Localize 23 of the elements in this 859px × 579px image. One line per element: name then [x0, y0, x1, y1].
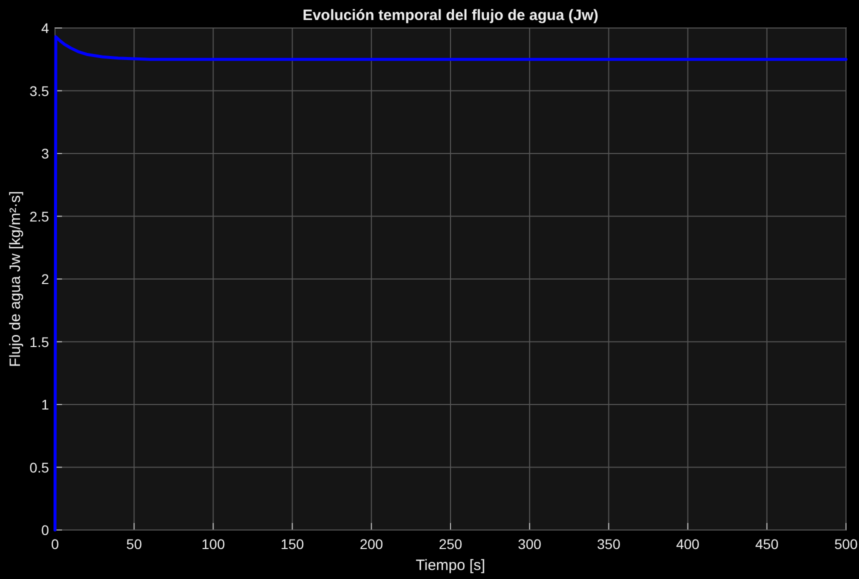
y-tick-label: 4 [41, 20, 50, 36]
y-tick-label: 1 [41, 396, 50, 412]
x-tick-label: 50 [126, 536, 142, 552]
x-tick-label: 200 [360, 536, 384, 552]
y-tick-label: 2.5 [30, 208, 50, 224]
x-tick-label: 100 [202, 536, 226, 552]
x-tick-label: 150 [280, 536, 304, 552]
x-tick-label: 500 [834, 536, 858, 552]
y-tick-label: 0.5 [30, 459, 50, 476]
x-tick-label: 450 [755, 536, 779, 552]
x-tick-label: 350 [597, 536, 621, 552]
y-tick-label: 3 [41, 146, 50, 162]
y-tick-label: 0 [41, 522, 50, 538]
chart-title: Evolución temporal del flujo de agua (Jw) [302, 7, 598, 24]
y-tick-label: 3.5 [30, 82, 50, 99]
y-tick-label: 1.5 [30, 334, 50, 350]
x-tick-label: 400 [676, 536, 700, 552]
x-axis-title: Tiempo [s] [416, 557, 486, 574]
x-tick-label: 250 [438, 536, 462, 552]
y-tick-label: 2 [41, 271, 50, 287]
x-tick-label: 300 [518, 536, 542, 552]
x-tick-label: 0 [51, 536, 60, 552]
y-axis-title: Flujo de agua Jw [kg/m²·s] [7, 191, 24, 367]
